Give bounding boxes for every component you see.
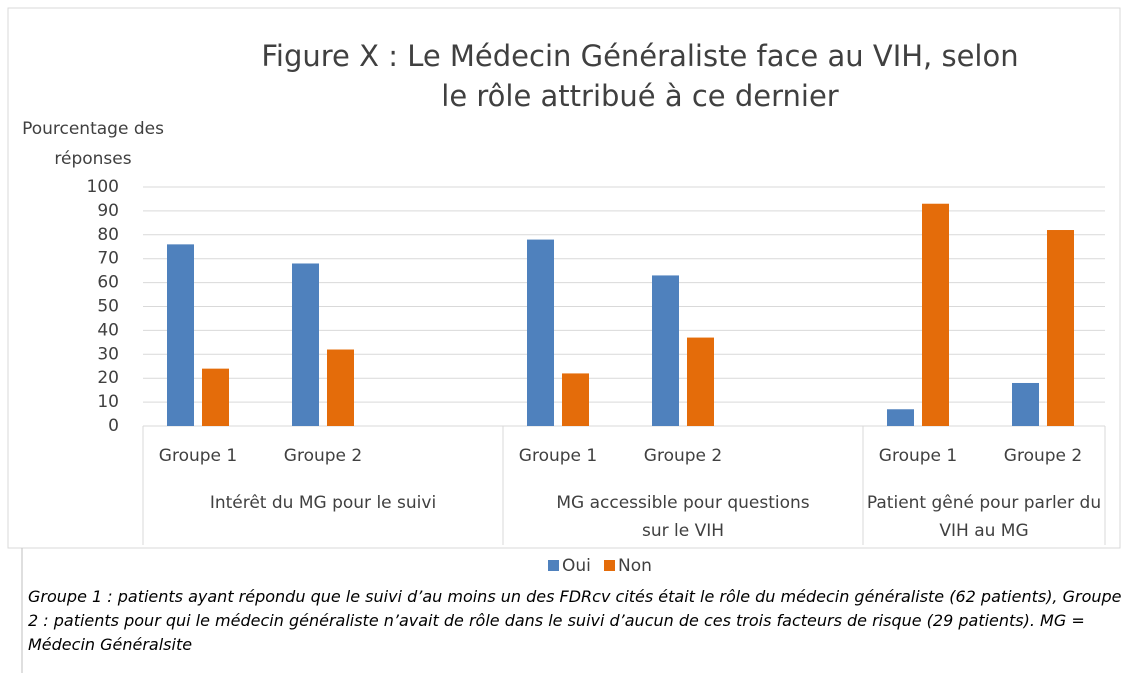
bar	[202, 368, 229, 426]
y-tick-label: 70	[97, 249, 119, 269]
bar	[1047, 230, 1074, 426]
bar	[1012, 382, 1039, 426]
y-tick-label: 90	[97, 201, 119, 221]
bar	[687, 337, 714, 426]
legend-swatch	[548, 560, 559, 571]
x-tick-label: Groupe 1	[879, 446, 957, 466]
bar	[887, 409, 914, 426]
y-tick-label: 60	[97, 273, 119, 293]
chart-border	[7, 7, 1121, 549]
y-tick-label: 50	[97, 297, 119, 317]
y-tick-label: 10	[97, 392, 119, 412]
x-tick-label: Groupe 2	[1004, 446, 1082, 466]
group-label: Patient gêné pour parler du VIH au MG	[866, 493, 1102, 541]
bar	[292, 263, 319, 426]
bar	[527, 239, 554, 426]
y-tick-label: 100	[87, 177, 119, 197]
legend-label: Oui	[562, 556, 591, 576]
legend-label: Non	[618, 556, 652, 576]
caption: Groupe 1 : patients ayant répondu que le…	[28, 587, 1122, 654]
chart-title: Figure X : Le Médecin Généraliste face a…	[261, 39, 1019, 113]
y-tick-label: 20	[97, 368, 119, 388]
bar	[652, 275, 679, 426]
legend-swatch	[604, 560, 615, 571]
group-label: Intérêt du MG pour le suivi	[209, 493, 437, 513]
y-tick-label: 80	[97, 225, 119, 245]
bar	[327, 349, 354, 426]
x-tick-label: Groupe 1	[159, 446, 237, 466]
group-label: MG accessible pour questions sur le VIH	[556, 493, 810, 541]
bar	[167, 244, 194, 426]
x-tick-label: Groupe 2	[644, 446, 722, 466]
bar	[562, 373, 589, 426]
y-tick-label: 30	[97, 344, 119, 364]
y-tick-label: 40	[97, 320, 119, 340]
y-axis-label: Pourcentage des réponses	[22, 119, 164, 169]
x-tick-label: Groupe 1	[519, 446, 597, 466]
x-tick-label: Groupe 2	[284, 446, 362, 466]
y-tick-label: 0	[108, 416, 119, 436]
bar	[922, 203, 949, 426]
